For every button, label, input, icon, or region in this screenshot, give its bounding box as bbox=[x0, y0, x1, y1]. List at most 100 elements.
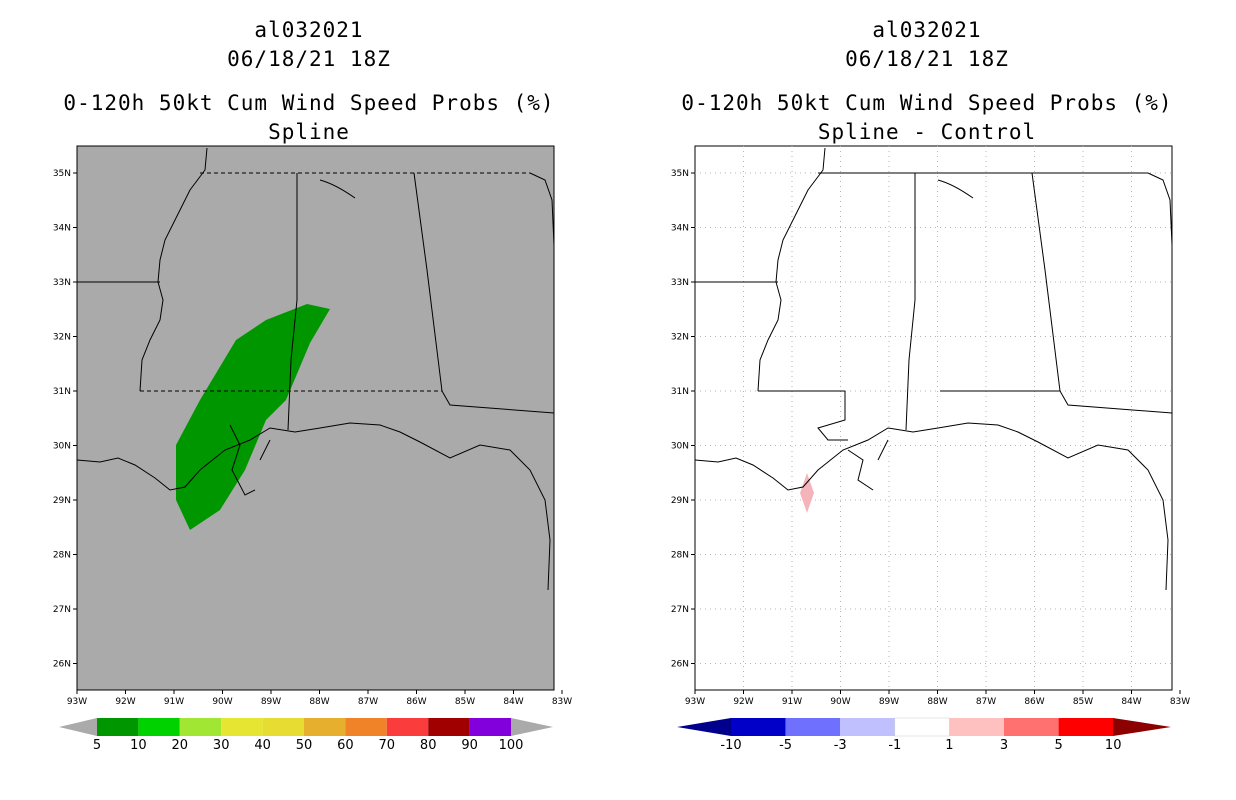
left-colorbar-box bbox=[262, 718, 304, 736]
right-colorbar: -10 -5 -3 -1 1 3 5 10 bbox=[677, 717, 1171, 753]
lat-label: 26N bbox=[671, 660, 689, 670]
left-colorbar-label: 40 bbox=[254, 738, 271, 753]
lon-label: 93W bbox=[685, 697, 705, 707]
lat-label: 29N bbox=[671, 496, 689, 506]
right-colorbar-box bbox=[1058, 718, 1114, 736]
left-colorbar-label: 20 bbox=[172, 738, 189, 753]
right-colorbar-label: -10 bbox=[720, 738, 741, 753]
left-map: 93W 92W 91W 90W 89W 88W 87W 86W 85W 84W 83W 35N 34N 3… bbox=[53, 145, 572, 707]
lat-label: 31N bbox=[671, 387, 689, 397]
left-colorbar-box bbox=[179, 718, 222, 736]
lat-label: 31N bbox=[53, 387, 71, 397]
lon-label: 84W bbox=[1121, 697, 1141, 707]
lon-label: 92W bbox=[115, 697, 135, 707]
right-colorbar-label: 10 bbox=[1105, 738, 1122, 753]
right-colorbar-box bbox=[840, 718, 895, 736]
lat-label: 27N bbox=[53, 605, 71, 615]
lat-label: 26N bbox=[53, 660, 71, 670]
left-colorbar-box bbox=[221, 718, 263, 736]
lon-label: 92W bbox=[733, 697, 753, 707]
lon-label: 89W bbox=[879, 697, 899, 707]
lon-label: 88W bbox=[927, 697, 947, 707]
lat-label: 28N bbox=[53, 551, 71, 561]
left-title-storm: al032021 bbox=[254, 18, 364, 42]
right-colorbar-label: 5 bbox=[1054, 738, 1062, 753]
right-colorbar-box bbox=[894, 717, 950, 737]
left-colorbar-label: 60 bbox=[337, 738, 354, 753]
left-grid: 93W 92W 91W 90W 89W 88W 87W 86W 85W 84W 83W 35N 34N 3… bbox=[53, 169, 572, 707]
right-title-sub: Spline - Control bbox=[817, 120, 1037, 144]
right-panel: al032021 06/18/21 18Z 0-120h 50kt Cum Wi… bbox=[618, 0, 1236, 800]
lat-label: 28N bbox=[671, 551, 689, 561]
lon-label: 89W bbox=[261, 697, 281, 707]
left-title-sub: Spline bbox=[268, 120, 350, 144]
right-colorbar-label: 1 bbox=[945, 738, 953, 753]
left-colorbar-label: 80 bbox=[420, 738, 437, 753]
left-colorbar-box bbox=[386, 718, 429, 736]
left-colorbar-box bbox=[97, 718, 139, 736]
difference-diamond bbox=[800, 473, 814, 513]
lat-label: 34N bbox=[53, 224, 71, 234]
lon-label: 86W bbox=[1024, 697, 1044, 707]
left-colorbar-label: 10 bbox=[130, 738, 147, 753]
left-colorbar-label: 30 bbox=[213, 738, 230, 753]
lat-label: 29N bbox=[53, 496, 71, 506]
left-colorbar-label: 50 bbox=[296, 738, 313, 753]
lat-label: 27N bbox=[671, 605, 689, 615]
lat-label: 33N bbox=[53, 278, 71, 288]
left-coastline bbox=[76, 147, 555, 591]
left-colorbar-label: 70 bbox=[379, 738, 396, 753]
lon-label: 93W bbox=[67, 697, 87, 707]
left-colorbar-high-triangle bbox=[511, 718, 553, 736]
lon-label: 90W bbox=[830, 697, 850, 707]
left-colorbar-box bbox=[428, 718, 470, 736]
lat-label: 30N bbox=[671, 442, 689, 452]
right-colorbar-box bbox=[785, 718, 841, 736]
lon-label: 86W bbox=[406, 697, 426, 707]
lon-label: 87W bbox=[358, 697, 378, 707]
right-map: 93W 92W 91W 90W 89W 88W 87W 86W 85W 84W 83W 35N 34N 3… bbox=[671, 145, 1190, 707]
lon-label: 83W bbox=[552, 697, 572, 707]
left-panel: al032021 06/18/21 18Z 0-120h 50kt Cum Wi… bbox=[53, 18, 572, 753]
right-colorbar-box bbox=[949, 718, 1004, 736]
left-colorbar: 5 10 20 30 40 50 60 70 80 90 100 bbox=[59, 718, 553, 753]
left-colorbar-box bbox=[304, 718, 346, 736]
lat-label: 33N bbox=[671, 278, 689, 288]
right-colorbar-box bbox=[731, 718, 786, 736]
right-title-storm: al032021 bbox=[872, 18, 982, 42]
right-colorbar-label: 3 bbox=[1000, 738, 1008, 753]
lon-label: 85W bbox=[455, 697, 475, 707]
right-map-frame bbox=[694, 145, 1173, 691]
right-title-date: 06/18/21 18Z bbox=[845, 47, 1009, 71]
right-colorbar-high-triangle bbox=[1113, 718, 1171, 736]
lon-label: 84W bbox=[503, 697, 523, 707]
lon-label: 90W bbox=[212, 697, 232, 707]
left-colorbar-label: 90 bbox=[461, 738, 478, 753]
left-colorbar-box bbox=[345, 718, 387, 736]
right-title-product: 0-120h 50kt Cum Wind Speed Probs (%) bbox=[681, 91, 1173, 115]
right-grid: 93W 92W 91W 90W 89W 88W 87W 86W 85W 84W 83W 35N 34N 3… bbox=[671, 146, 1190, 707]
right-colorbar-label: -3 bbox=[834, 738, 847, 753]
right-colorbar-label: -5 bbox=[779, 738, 792, 753]
lat-label: 35N bbox=[53, 169, 71, 179]
left-title-date: 06/18/21 18Z bbox=[227, 47, 391, 71]
lat-label: 30N bbox=[53, 442, 71, 452]
right-coastline bbox=[694, 147, 1173, 591]
left-colorbar-box bbox=[469, 718, 511, 736]
probability-swath-10pct bbox=[176, 304, 330, 530]
lat-label: 35N bbox=[671, 169, 689, 179]
left-state-borders bbox=[140, 172, 530, 392]
lon-label: 88W bbox=[309, 697, 329, 707]
right-colorbar-label: -1 bbox=[888, 738, 901, 753]
left-colorbar-label: 100 bbox=[499, 738, 524, 753]
lat-label: 34N bbox=[671, 224, 689, 234]
lon-label: 91W bbox=[782, 697, 802, 707]
right-state-borders bbox=[758, 172, 1148, 392]
lon-label: 85W bbox=[1073, 697, 1093, 707]
left-colorbar-label: 5 bbox=[93, 738, 101, 753]
left-colorbar-box bbox=[138, 718, 180, 736]
left-title-product: 0-120h 50kt Cum Wind Speed Probs (%) bbox=[63, 91, 555, 115]
lon-label: 87W bbox=[976, 697, 996, 707]
left-map-frame bbox=[76, 145, 555, 691]
lat-label: 32N bbox=[671, 333, 689, 343]
